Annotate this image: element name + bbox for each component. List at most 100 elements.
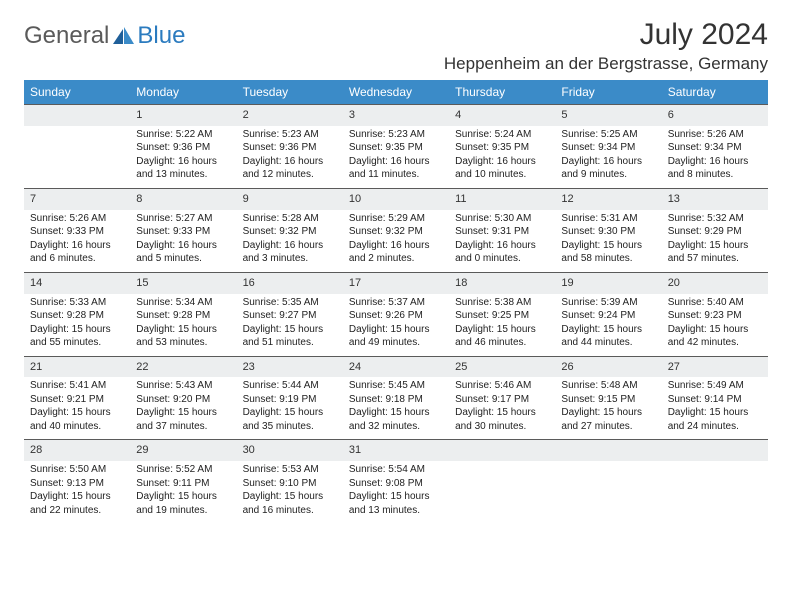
- day-number: 15: [130, 272, 236, 293]
- detail-line: Daylight: 16 hours: [668, 155, 762, 169]
- detail-line: Sunrise: 5:48 AM: [561, 379, 655, 393]
- day-number: 6: [662, 105, 768, 126]
- day-details: Sunrise: 5:46 AMSunset: 9:17 PMDaylight:…: [449, 377, 555, 440]
- day-number: 26: [555, 356, 661, 377]
- detail-line: Daylight: 16 hours: [136, 155, 230, 169]
- detail-line: and 27 minutes.: [561, 420, 655, 434]
- detail-line: Sunrise: 5:26 AM: [30, 212, 124, 226]
- detail-line: Sunset: 9:25 PM: [455, 309, 549, 323]
- detail-line: Sunset: 9:10 PM: [243, 477, 337, 491]
- detail-line: Daylight: 15 hours: [349, 490, 443, 504]
- detail-line: Sunrise: 5:45 AM: [349, 379, 443, 393]
- detail-line: Daylight: 15 hours: [455, 406, 549, 420]
- detail-line: Daylight: 16 hours: [136, 239, 230, 253]
- detail-line: Daylight: 15 hours: [243, 490, 337, 504]
- day-detail-row: Sunrise: 5:33 AM Sunset: 9:28 PM Daylight:…: [24, 294, 768, 357]
- detail-line: Daylight: 15 hours: [349, 323, 443, 337]
- detail-line: Sunset: 9:13 PM: [30, 477, 124, 491]
- detail-line: Sunrise: 5:46 AM: [455, 379, 549, 393]
- weekday-header: Tuesday: [237, 80, 343, 105]
- detail-line: Daylight: 15 hours: [455, 323, 549, 337]
- detail-line: and 44 minutes.: [561, 336, 655, 350]
- day-details: Sunrise: 5:29 AMSunset: 9:32 PMDaylight:…: [343, 210, 449, 273]
- detail-line: and 46 minutes.: [455, 336, 549, 350]
- day-number-row: 21222324252627: [24, 356, 768, 377]
- detail-line: Sunset: 9:14 PM: [668, 393, 762, 407]
- detail-line: Daylight: 15 hours: [668, 323, 762, 337]
- detail-line: Sunrise: 5:27 AM: [136, 212, 230, 226]
- detail-line: Sunrise: 5:23 AM: [243, 128, 337, 142]
- detail-line: Sunrise: 5:32 AM: [668, 212, 762, 226]
- day-number: 20: [662, 272, 768, 293]
- day-number: 17: [343, 272, 449, 293]
- day-number: 19: [555, 272, 661, 293]
- detail-line: Sunset: 9:34 PM: [668, 141, 762, 155]
- day-details: Sunrise: 5:43 AMSunset: 9:20 PMDaylight:…: [130, 377, 236, 440]
- day-details: Sunrise: 5:39 AMSunset: 9:24 PMDaylight:…: [555, 294, 661, 357]
- detail-line: Daylight: 16 hours: [455, 239, 549, 253]
- detail-line: Sunrise: 5:41 AM: [30, 379, 124, 393]
- day-number: 3: [343, 105, 449, 126]
- detail-line: Sunset: 9:35 PM: [349, 141, 443, 155]
- title-block: July 2024 Heppenheim an der Bergstrasse,…: [444, 18, 768, 74]
- day-details: Sunrise: 5:34 AMSunset: 9:28 PMDaylight:…: [130, 294, 236, 357]
- day-number: 2: [237, 105, 343, 126]
- day-details: Sunrise: 5:30 AMSunset: 9:31 PMDaylight:…: [449, 210, 555, 273]
- day-number: [24, 105, 130, 126]
- detail-line: Sunset: 9:15 PM: [561, 393, 655, 407]
- detail-line: Daylight: 16 hours: [561, 155, 655, 169]
- day-details: Sunrise: 5:33 AMSunset: 9:28 PMDaylight:…: [24, 294, 130, 357]
- day-number: 13: [662, 188, 768, 209]
- detail-line: and 3 minutes.: [243, 252, 337, 266]
- detail-line: Sunset: 9:32 PM: [349, 225, 443, 239]
- detail-line: Sunset: 9:20 PM: [136, 393, 230, 407]
- detail-line: Sunset: 9:33 PM: [30, 225, 124, 239]
- day-number: [449, 440, 555, 461]
- detail-line: Sunrise: 5:50 AM: [30, 463, 124, 477]
- day-details: Sunrise: 5:26 AMSunset: 9:33 PMDaylight:…: [24, 210, 130, 273]
- detail-line: Sunset: 9:36 PM: [243, 141, 337, 155]
- detail-line: Sunrise: 5:40 AM: [668, 296, 762, 310]
- day-details: Sunrise: 5:31 AMSunset: 9:30 PMDaylight:…: [555, 210, 661, 273]
- day-number: 25: [449, 356, 555, 377]
- day-number: 10: [343, 188, 449, 209]
- day-details: Sunrise: 5:23 AMSunset: 9:36 PMDaylight:…: [237, 126, 343, 189]
- detail-line: Sunrise: 5:28 AM: [243, 212, 337, 226]
- day-details: Sunrise: 5:23 AMSunset: 9:35 PMDaylight:…: [343, 126, 449, 189]
- day-number-row: 14151617181920: [24, 272, 768, 293]
- day-number: 9: [237, 188, 343, 209]
- day-number: 30: [237, 440, 343, 461]
- day-number: 24: [343, 356, 449, 377]
- detail-line: and 12 minutes.: [243, 168, 337, 182]
- sail-icon: [113, 27, 135, 45]
- day-number: 5: [555, 105, 661, 126]
- day-details: [24, 126, 130, 189]
- detail-line: Sunset: 9:24 PM: [561, 309, 655, 323]
- day-number-row: 123456: [24, 105, 768, 126]
- day-details: [449, 461, 555, 523]
- detail-line: and 16 minutes.: [243, 504, 337, 518]
- detail-line: and 13 minutes.: [136, 168, 230, 182]
- weekday-header: Sunday: [24, 80, 130, 105]
- detail-line: and 49 minutes.: [349, 336, 443, 350]
- day-details: Sunrise: 5:25 AMSunset: 9:34 PMDaylight:…: [555, 126, 661, 189]
- detail-line: Daylight: 15 hours: [30, 490, 124, 504]
- detail-line: Sunset: 9:28 PM: [136, 309, 230, 323]
- detail-line: Daylight: 15 hours: [561, 406, 655, 420]
- detail-line: Daylight: 16 hours: [349, 239, 443, 253]
- day-detail-row: Sunrise: 5:41 AMSunset: 9:21 PMDaylight:…: [24, 377, 768, 440]
- logo-text-general: General: [24, 22, 109, 50]
- detail-line: and 11 minutes.: [349, 168, 443, 182]
- day-details: Sunrise: 5:37 AMSunset: 9:26 PMDaylight:…: [343, 294, 449, 357]
- detail-line: and 53 minutes.: [136, 336, 230, 350]
- detail-line: Sunrise: 5:22 AM: [136, 128, 230, 142]
- detail-line: Daylight: 16 hours: [455, 155, 549, 169]
- day-number-row: 78910111213: [24, 188, 768, 209]
- detail-line: Sunrise: 5:33 AM: [30, 296, 124, 310]
- day-number: 11: [449, 188, 555, 209]
- day-details: Sunrise: 5:54 AMSunset: 9:08 PMDaylight:…: [343, 461, 449, 523]
- detail-line: Sunrise: 5:43 AM: [136, 379, 230, 393]
- detail-line: Sunrise: 5:53 AM: [243, 463, 337, 477]
- detail-line: and 10 minutes.: [455, 168, 549, 182]
- day-number: 8: [130, 188, 236, 209]
